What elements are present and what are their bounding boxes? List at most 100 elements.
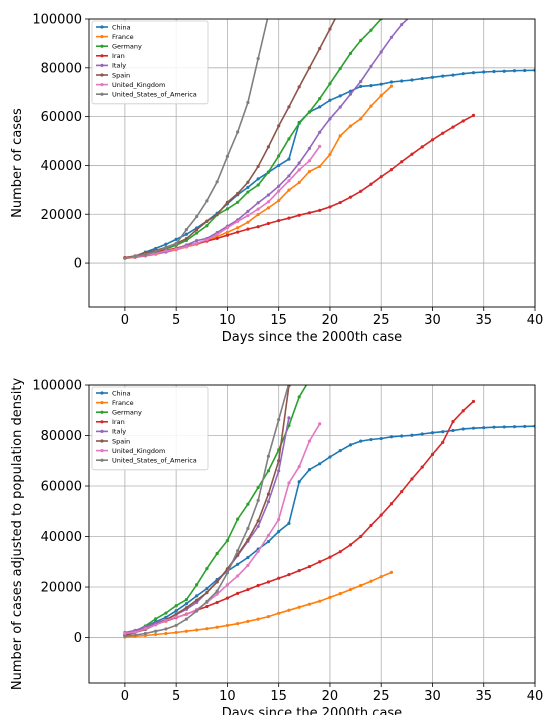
data-point xyxy=(266,206,271,210)
data-point xyxy=(184,245,189,249)
series-line xyxy=(124,423,321,635)
data-point xyxy=(266,200,271,204)
data-point xyxy=(256,617,260,621)
data-point xyxy=(164,627,168,631)
data-point xyxy=(277,469,281,473)
data-point xyxy=(369,182,373,186)
data-point xyxy=(379,575,383,579)
data-point xyxy=(277,529,281,534)
data-point xyxy=(133,630,137,634)
data-point xyxy=(215,232,219,237)
legend-marker xyxy=(100,391,104,395)
series-france xyxy=(123,570,394,639)
x-tick-label: 30 xyxy=(424,689,441,704)
legend-item: United_States_of_America xyxy=(96,457,197,465)
legend-item: France xyxy=(96,33,134,41)
data-point xyxy=(287,179,291,183)
data-point xyxy=(297,395,301,399)
data-point xyxy=(195,241,199,245)
data-point xyxy=(379,175,383,179)
data-point xyxy=(164,615,168,619)
data-point xyxy=(277,163,281,168)
y-tick-label: 80000 xyxy=(41,429,82,444)
data-point xyxy=(307,211,312,215)
data-point xyxy=(307,146,312,150)
data-point xyxy=(297,121,301,125)
data-point xyxy=(328,595,332,599)
data-point xyxy=(215,236,219,241)
data-point xyxy=(205,566,209,571)
data-point xyxy=(164,631,168,636)
data-point xyxy=(277,198,281,203)
data-point xyxy=(471,399,476,404)
data-point xyxy=(266,533,271,538)
series-united-kingdom xyxy=(123,144,322,260)
data-point xyxy=(400,489,404,494)
legend-item: Iran xyxy=(96,418,125,426)
series-france xyxy=(123,84,394,260)
legend-item: Germany xyxy=(96,409,142,417)
data-point xyxy=(205,224,209,228)
series-line xyxy=(124,145,321,259)
data-point xyxy=(287,608,291,612)
data-point xyxy=(246,209,250,213)
data-point xyxy=(307,110,312,114)
data-point xyxy=(266,580,271,584)
legend-label: China xyxy=(112,23,131,31)
series-line xyxy=(124,19,382,259)
data-point xyxy=(246,213,250,218)
legend-label: Spain xyxy=(112,71,130,79)
data-point xyxy=(256,583,260,588)
data-point xyxy=(266,193,271,197)
data-point xyxy=(420,465,424,469)
y-tick-label: 0 xyxy=(74,257,82,272)
data-point xyxy=(266,469,271,473)
data-point xyxy=(266,221,271,226)
data-point xyxy=(236,622,240,626)
data-point xyxy=(451,125,455,129)
data-point xyxy=(287,157,291,161)
data-point xyxy=(225,154,230,159)
data-point xyxy=(236,230,240,234)
x-tick-label: 0 xyxy=(121,689,129,704)
data-point xyxy=(256,549,260,554)
data-point xyxy=(195,609,199,613)
data-point xyxy=(164,611,168,615)
legend-marker xyxy=(100,54,104,58)
data-point xyxy=(379,82,383,86)
data-point xyxy=(359,534,363,539)
data-point xyxy=(246,538,250,542)
data-point xyxy=(410,477,414,481)
legend-label: United_Kingdom xyxy=(112,81,165,89)
data-point xyxy=(287,137,291,141)
data-point xyxy=(308,378,311,381)
data-point xyxy=(369,523,373,528)
legend-marker xyxy=(100,63,104,67)
data-point xyxy=(379,50,383,54)
data-point xyxy=(143,631,147,636)
data-point xyxy=(389,502,394,506)
data-point xyxy=(215,212,219,217)
data-point xyxy=(471,426,476,430)
data-point xyxy=(297,180,301,185)
data-point xyxy=(451,73,455,77)
data-point xyxy=(143,252,147,257)
x-tick-label: 30 xyxy=(424,313,441,328)
data-point xyxy=(266,145,271,149)
data-point xyxy=(389,570,394,574)
series-united-kingdom xyxy=(123,422,322,636)
legend-item: France xyxy=(96,399,134,407)
data-point xyxy=(430,138,435,142)
data-point xyxy=(451,428,455,433)
data-point xyxy=(338,105,342,109)
data-point xyxy=(236,562,240,566)
series-line xyxy=(124,85,393,259)
data-point xyxy=(277,576,281,580)
data-point xyxy=(195,239,199,243)
data-point xyxy=(359,38,363,43)
data-point xyxy=(215,600,219,605)
data-point xyxy=(318,46,322,51)
data-point xyxy=(174,237,178,241)
legend-item: Iran xyxy=(96,52,125,60)
